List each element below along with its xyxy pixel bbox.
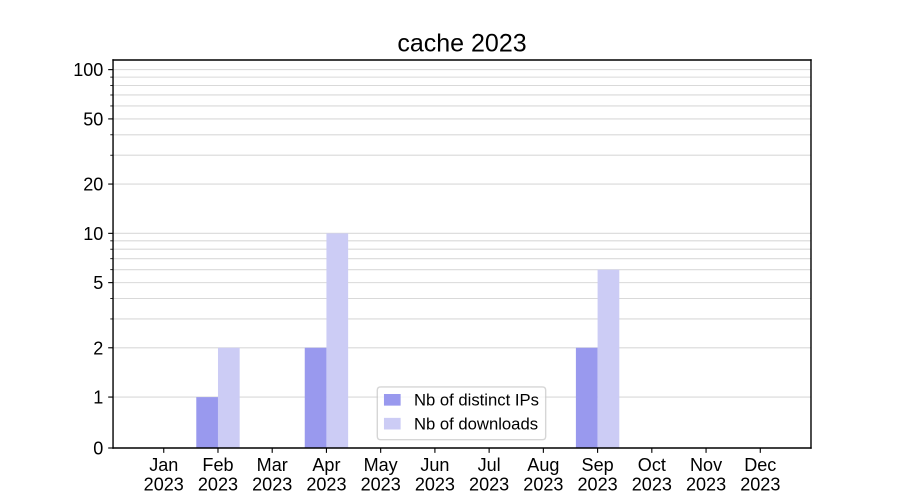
svg-text:2023: 2023	[632, 474, 672, 494]
svg-text:Feb: Feb	[202, 455, 233, 475]
svg-text:100: 100	[73, 60, 103, 80]
svg-text:2023: 2023	[523, 474, 563, 494]
svg-text:May: May	[364, 455, 398, 475]
svg-text:2023: 2023	[686, 474, 726, 494]
svg-text:5: 5	[93, 273, 103, 293]
svg-text:Oct: Oct	[638, 455, 666, 475]
svg-text:Jul: Jul	[478, 455, 501, 475]
svg-text:0: 0	[93, 439, 103, 459]
svg-text:10: 10	[83, 224, 103, 244]
svg-text:Apr: Apr	[312, 455, 340, 475]
svg-text:Mar: Mar	[257, 455, 288, 475]
svg-text:Dec: Dec	[744, 455, 776, 475]
svg-text:2023: 2023	[578, 474, 618, 494]
svg-text:2023: 2023	[252, 474, 292, 494]
svg-text:2023: 2023	[306, 474, 346, 494]
svg-text:cache 2023: cache 2023	[397, 30, 526, 58]
svg-text:2023: 2023	[740, 474, 780, 494]
svg-text:Jun: Jun	[420, 455, 449, 475]
svg-text:Sep: Sep	[582, 455, 614, 475]
svg-text:Nov: Nov	[690, 455, 722, 475]
svg-text:50: 50	[83, 109, 103, 129]
svg-text:20: 20	[83, 175, 103, 195]
svg-text:2023: 2023	[198, 474, 238, 494]
svg-text:Jan: Jan	[149, 455, 178, 475]
svg-text:2023: 2023	[361, 474, 401, 494]
svg-text:2023: 2023	[415, 474, 455, 494]
svg-text:Nb of distinct IPs: Nb of distinct IPs	[414, 391, 539, 410]
svg-text:2: 2	[93, 338, 103, 358]
svg-text:2023: 2023	[144, 474, 184, 494]
svg-text:1: 1	[93, 388, 103, 408]
svg-text:Nb of downloads: Nb of downloads	[414, 415, 538, 434]
svg-text:Aug: Aug	[527, 455, 559, 475]
svg-text:2023: 2023	[469, 474, 509, 494]
